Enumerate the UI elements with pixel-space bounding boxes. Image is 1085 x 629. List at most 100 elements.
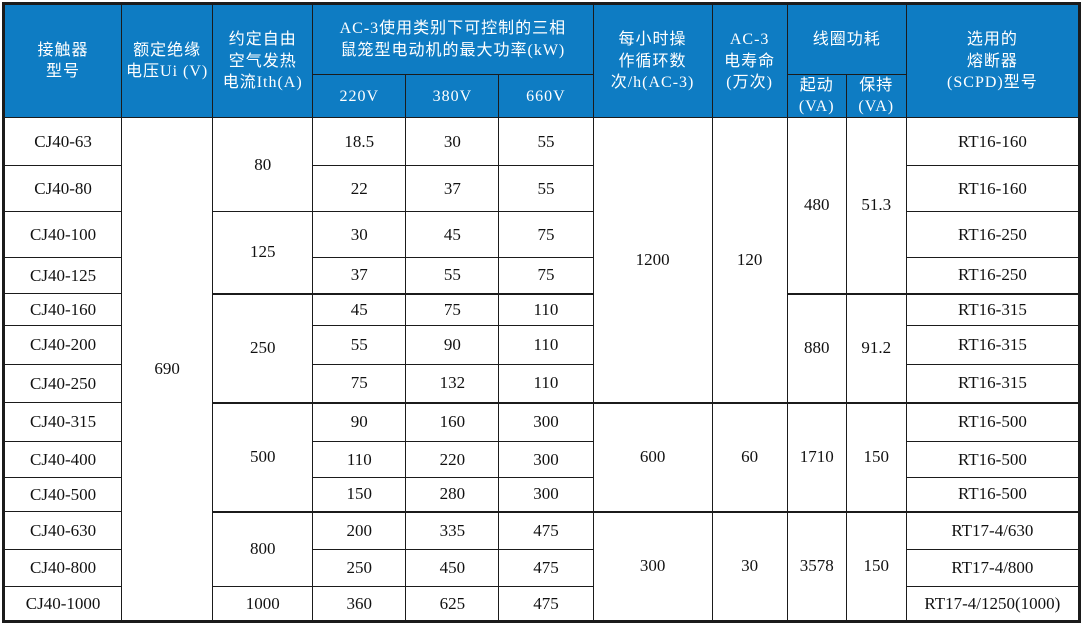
ops-cycles-cell: 600 [592,401,713,513]
header-row-1: 接触器 型号 额定绝缘 电压Ui (V) 约定自由 空气发热 电流Ith(A) … [2,2,1081,119]
power-380v-cell: 220 [405,441,500,479]
model-cell: CJ40-400 [2,441,123,479]
power-660v-cell: 110 [498,292,594,327]
coil-start-cell: 880 [786,292,847,404]
header-power-group: AC-3使用类别下可控制的三相 鼠笼型电动机的最大功率(kW) [312,3,594,75]
fuse-model-cell: RT16-500 [905,477,1081,513]
power-380v-cell: 335 [405,510,500,551]
fuse-model-cell: RT16-315 [905,325,1081,366]
model-cell: CJ40-200 [2,325,123,366]
power-660v-cell: 475 [498,586,594,623]
model-cell: CJ40-500 [2,477,123,513]
model-cell: CJ40-100 [2,211,123,259]
ith-current-cell: 250 [212,292,314,404]
power-380v-cell: 625 [405,586,500,623]
table-header: 接触器 型号 额定绝缘 电压Ui (V) 约定自由 空气发热 电流Ith(A) … [2,2,1081,119]
power-220v-cell: 200 [312,510,407,551]
fuse-model-cell: RT16-500 [905,401,1081,443]
power-660v-cell: 475 [498,510,594,551]
table-row: CJ40-160 250 45 75 110 880 91.2 RT16-315 [2,292,1081,404]
table-row: CJ40-315 500 90 160 300 600 60 1710 150 RT16-500 [2,401,1081,513]
power-660v-cell: 300 [498,441,594,479]
power-660v-cell: 110 [498,364,594,404]
table-row: CJ40-630 800 200 335 475 300 30 3578 150 RT17-4/6… [2,510,1081,623]
power-380v-cell: 45 [405,211,500,259]
header-power-220v: 220V [312,73,407,119]
power-220v-cell: 90 [312,401,407,443]
header-ith-current: 约定自由 空气发热 电流Ith(A) [212,2,314,119]
model-cell: CJ40-63 [2,117,123,167]
fuse-model-cell: RT16-500 [905,441,1081,479]
coil-start-cell: 1710 [786,401,847,513]
table-row: CJ40-500 150 280 300 RT16-500 [2,477,1081,513]
model-cell: CJ40-125 [2,257,123,295]
table-row: CJ40-800 250 450 475 RT17-4/800 [2,549,1081,588]
power-380v-cell: 55 [405,257,500,295]
header-electrical-life: AC-3 电寿命 (万次) [711,2,788,119]
fuse-model-cell: RT17-4/630 [905,510,1081,551]
power-660v-cell: 300 [498,477,594,513]
ith-current-cell: 500 [212,401,314,513]
power-660v-cell: 75 [498,211,594,259]
fuse-model-cell: RT16-160 [905,117,1081,167]
power-660v-cell: 55 [498,117,594,167]
coil-start-cell: 3578 [786,510,847,623]
power-220v-cell: 45 [312,292,407,327]
power-660v-cell: 75 [498,257,594,295]
table-row: CJ40-200 55 90 110 RT16-315 [2,325,1081,366]
electrical-life-cell: 30 [711,510,788,623]
header-row-2: 220V 380V 660V 起动 (VA) 保持 (VA) [4,73,1080,119]
power-220v-cell: 22 [312,165,407,213]
model-cell: CJ40-250 [2,364,123,404]
coil-hold-cell: 150 [845,401,907,513]
power-220v-cell: 30 [312,211,407,259]
power-660v-cell: 475 [498,549,594,588]
power-660v-cell: 300 [498,401,594,443]
power-220v-cell: 55 [312,325,407,366]
header-coil-start: 起动 (VA) [786,73,847,119]
power-380v-cell: 160 [405,401,500,443]
ui-voltage-cell: 690 [121,117,214,623]
power-220v-cell: 75 [312,364,407,404]
ith-current-cell: 800 [212,510,314,588]
fuse-model-cell: RT16-315 [905,364,1081,404]
ith-current-cell: 80 [212,117,314,213]
header-model: 接触器 型号 [2,2,123,119]
table-row: CJ40-125 37 55 75 RT16-250 [2,257,1081,295]
fuse-model-cell: RT16-250 [905,257,1081,295]
ops-cycles-cell: 300 [592,510,713,623]
fuse-model-cell: RT16-160 [905,165,1081,213]
coil-hold-cell: 51.3 [845,117,907,295]
header-coil-group: 线圈功耗 [786,3,907,75]
header-ui-voltage: 额定绝缘 电压Ui (V) [121,2,214,119]
power-220v-cell: 250 [312,549,407,588]
power-380v-cell: 37 [405,165,500,213]
power-220v-cell: 18.5 [312,117,407,167]
header-ops-cycles: 每小时操 作循环数 次/h(AC-3) [592,2,713,119]
fuse-model-cell: RT16-250 [905,211,1081,259]
power-380v-cell: 450 [405,549,500,588]
header-power-660v: 660V [498,73,594,119]
table-row: CJ40-80 22 37 55 RT16-160 [2,165,1081,213]
power-380v-cell: 30 [405,117,500,167]
model-cell: CJ40-800 [2,549,123,588]
power-380v-cell: 132 [405,364,500,404]
header-power-380v: 380V [405,73,500,119]
table-body: CJ40-63 690 80 18.5 30 55 1200 120 480 51.3 RT16-1… [2,117,1081,623]
coil-hold-cell: 91.2 [845,292,907,404]
power-660v-cell: 55 [498,165,594,213]
power-220v-cell: 150 [312,477,407,513]
fuse-model-cell: RT17-4/1250(1000) [905,586,1081,623]
table-row: CJ40-63 690 80 18.5 30 55 1200 120 480 51.3 RT16-1… [2,117,1081,623]
power-660v-cell: 110 [498,325,594,366]
power-380v-cell: 280 [405,477,500,513]
model-cell: CJ40-160 [2,293,123,327]
coil-start-cell: 480 [786,117,847,295]
table-row: CJ40-400 110 220 300 RT16-500 [2,441,1081,479]
power-220v-cell: 37 [312,257,407,295]
fuse-model-cell: RT16-315 [905,292,1081,327]
model-cell: CJ40-315 [2,402,123,443]
power-380v-cell: 90 [405,325,500,366]
coil-hold-cell: 150 [845,510,907,623]
